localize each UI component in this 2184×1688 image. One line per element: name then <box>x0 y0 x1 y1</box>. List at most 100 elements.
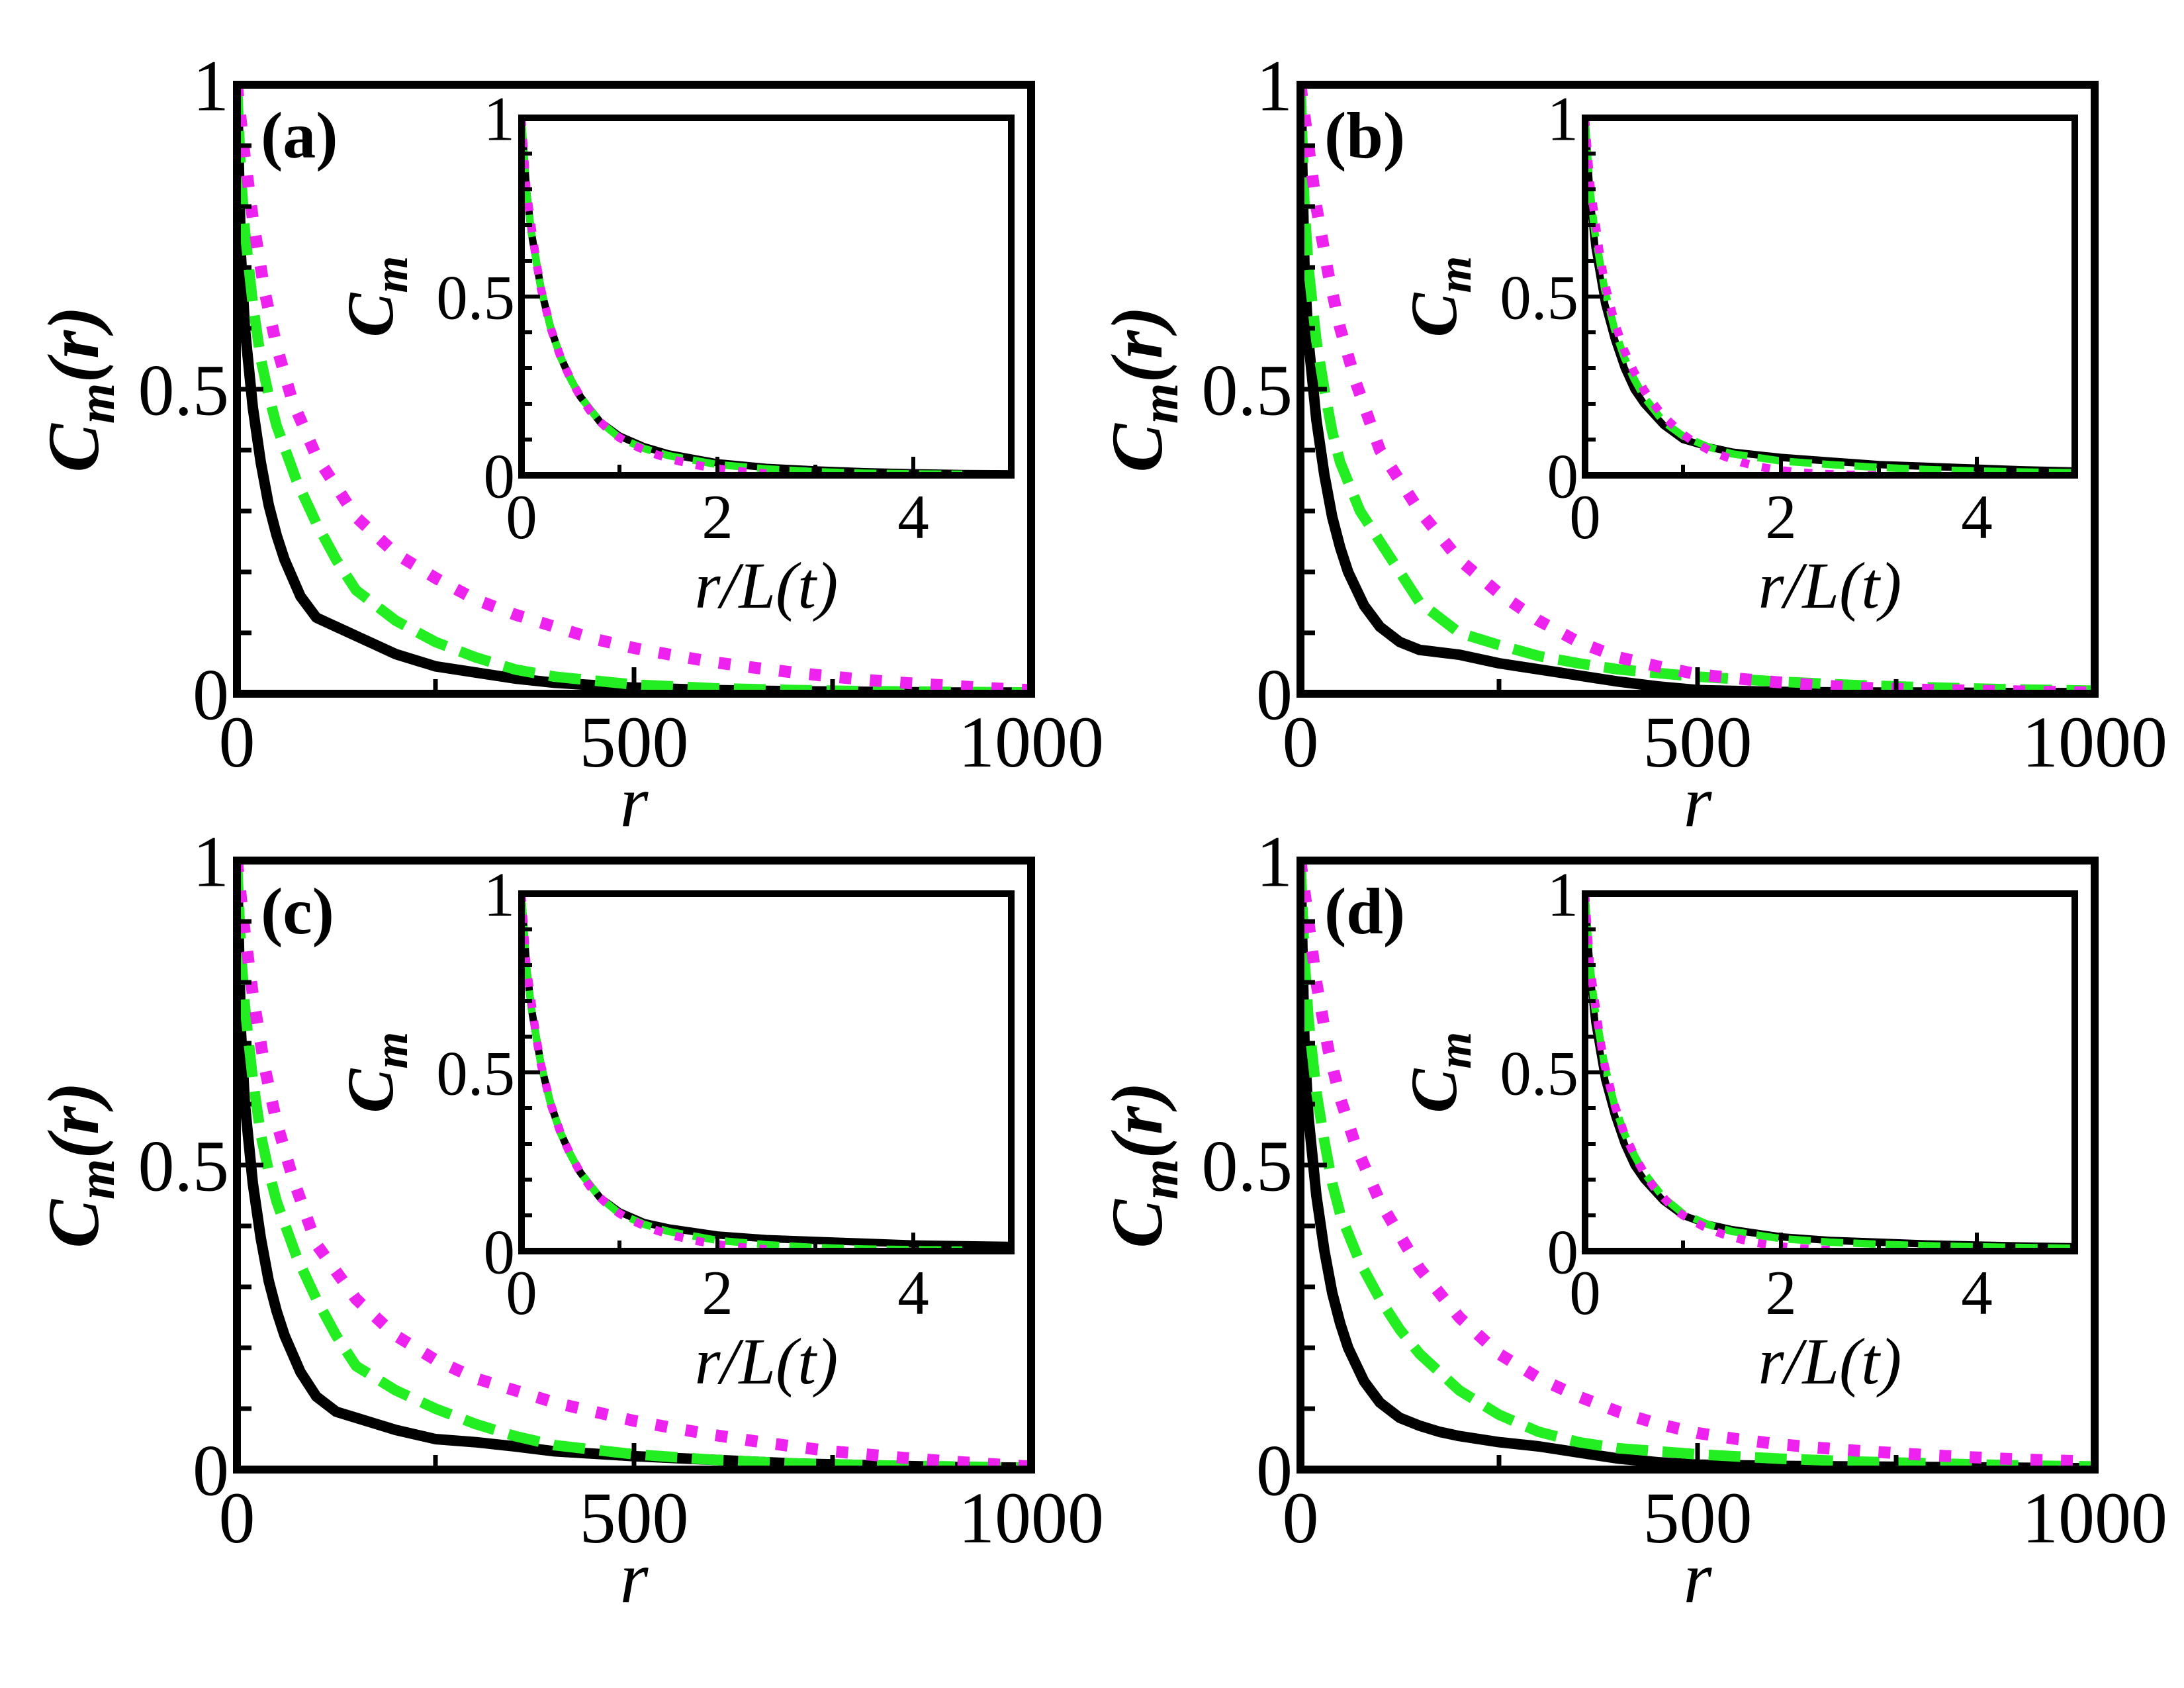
main-y-axis-label: Cm(r) <box>1097 1082 1189 1248</box>
main-y-axis-label-sub: m <box>68 383 126 424</box>
main-series-2 <box>1300 860 2095 1470</box>
panel-label: (d) <box>1324 874 1405 948</box>
inset-x-axis-label: r/L(t) <box>1758 1325 1902 1398</box>
inset-x-axis-label: r/L(t) <box>695 549 839 622</box>
inset-y-axis-label-sub: m <box>1428 1032 1481 1069</box>
main-series-group <box>1300 859 2095 1470</box>
main-series-2 <box>237 84 1031 694</box>
inset-x-tick-label: 2 <box>1765 1258 1797 1328</box>
main-frame <box>1297 857 2099 1474</box>
inset-series-1 <box>522 117 1011 475</box>
main-x-axis-label: r <box>1684 1537 1713 1618</box>
main-frame <box>1297 81 2099 698</box>
inset-y-axis-label-base: C <box>334 292 407 337</box>
inset-y-axis-label-sub: m <box>1428 256 1481 293</box>
main-y-tick-label: 0 <box>193 655 229 735</box>
inset-x-tick-label: 0 <box>1569 1258 1601 1328</box>
inset-series-3 <box>522 117 767 475</box>
inset-y-tick-label: 1 <box>1547 83 1579 154</box>
main-series-2 <box>1300 84 2095 694</box>
main-x-tick-label: 500 <box>1643 702 1752 782</box>
panel-label: (c) <box>261 874 334 948</box>
main-y-axis-label-sub: m <box>1131 1159 1189 1200</box>
main-series-group <box>1300 83 2095 694</box>
main-x-tick-label: 500 <box>580 1477 689 1558</box>
inset-y-axis-label: Cm <box>334 256 418 338</box>
main-y-axis-label-tail: (r) <box>1097 306 1177 383</box>
main-y-tick-label: 1 <box>1256 821 1293 902</box>
inset-y-axis-label: Cm <box>1397 1032 1481 1113</box>
inset-series-3 <box>522 893 767 1251</box>
main-y-tick-label: 0.5 <box>1202 1126 1293 1207</box>
inset-y-tick-label: 1 <box>484 859 516 929</box>
inset-y-tick-label: 0.5 <box>1500 262 1578 332</box>
main-y-tick-label: 0.5 <box>138 350 230 431</box>
inset-x-tick-label: 0 <box>506 482 537 552</box>
main-frame <box>233 857 1035 1474</box>
inset-y-tick-label: 0 <box>1547 441 1579 511</box>
inset-y-tick-label: 1 <box>1547 859 1579 929</box>
inset-x-tick-label: 4 <box>897 1258 929 1328</box>
main-y-tick-label: 0 <box>1256 655 1293 735</box>
main-y-tick-label: 0.5 <box>138 1126 230 1207</box>
main-x-axis-label: r <box>620 1537 649 1618</box>
inset-y-axis-label-base: C <box>1397 292 1471 337</box>
main-x-tick-label: 0 <box>219 702 255 782</box>
main-y-axis-label: Cm(r) <box>33 1082 126 1248</box>
inset-x-axis-label: r/L(t) <box>695 1325 839 1398</box>
main-x-axis-label: r <box>620 761 649 842</box>
main-series-1 <box>237 84 1031 694</box>
main-y-axis-label-tail: (r) <box>33 1082 114 1158</box>
main-y-tick-label: 0 <box>1256 1430 1293 1511</box>
main-x-tick-label: 0 <box>1283 1477 1319 1558</box>
inset-y-axis-label-sub: m <box>365 256 418 293</box>
main-y-axis-label-tail: (r) <box>1097 1082 1177 1158</box>
main-y-axis-label-sub: m <box>68 1159 126 1200</box>
inset-series-3 <box>1585 117 1880 475</box>
main-y-axis-label-base: C <box>33 423 114 473</box>
main-series-1 <box>1300 860 2095 1470</box>
inset-y-tick-label: 1 <box>484 83 516 154</box>
main-frame <box>233 81 1035 698</box>
main-x-tick-label: 0 <box>1283 702 1319 782</box>
main-series-group <box>237 84 1031 694</box>
main-y-tick-label: 0.5 <box>1202 350 1293 431</box>
inset-series-3 <box>1585 893 1841 1251</box>
main-y-axis-label: Cm(r) <box>1097 306 1189 472</box>
main-series-3 <box>1300 83 2095 694</box>
panel-label: (a) <box>261 99 338 172</box>
inset-x-tick-label: 2 <box>702 482 733 552</box>
inset-x-tick-label: 0 <box>1569 482 1601 552</box>
main-x-tick-label: 1000 <box>958 1477 1104 1558</box>
main-y-tick-label: 1 <box>1256 46 1293 126</box>
inset-x-tick-label: 4 <box>1961 1258 1993 1328</box>
main-series-2 <box>237 860 1031 1470</box>
main-x-tick-label: 1000 <box>958 702 1104 782</box>
main-x-axis-label: r <box>1684 761 1713 842</box>
inset-y-axis-label-base: C <box>334 1068 407 1113</box>
main-y-tick-label: 0 <box>193 1430 229 1511</box>
inset-frame <box>518 890 1015 1254</box>
main-x-tick-label: 500 <box>1643 1477 1752 1558</box>
inset-y-tick-label: 0.5 <box>1500 1038 1578 1108</box>
main-x-tick-label: 1000 <box>2022 1477 2167 1558</box>
panel-label: (b) <box>1324 99 1405 172</box>
main-y-axis-label-tail: (r) <box>33 306 114 383</box>
inset-y-axis-label: Cm <box>1397 256 1481 338</box>
inset-y-axis-label-base: C <box>1397 1068 1471 1113</box>
main-x-tick-label: 500 <box>580 702 689 782</box>
inset-x-tick-label: 2 <box>702 1258 733 1328</box>
inset-frame <box>518 115 1015 479</box>
inset-series-group <box>522 893 1011 1251</box>
inset-series-group <box>1585 117 2075 475</box>
inset-y-axis-label-sub: m <box>365 1032 418 1069</box>
inset-y-axis-label: Cm <box>334 1032 418 1113</box>
main-series-1 <box>237 860 1031 1470</box>
inset-x-tick-label: 2 <box>1765 482 1797 552</box>
inset-y-tick-label: 0 <box>484 1217 516 1287</box>
